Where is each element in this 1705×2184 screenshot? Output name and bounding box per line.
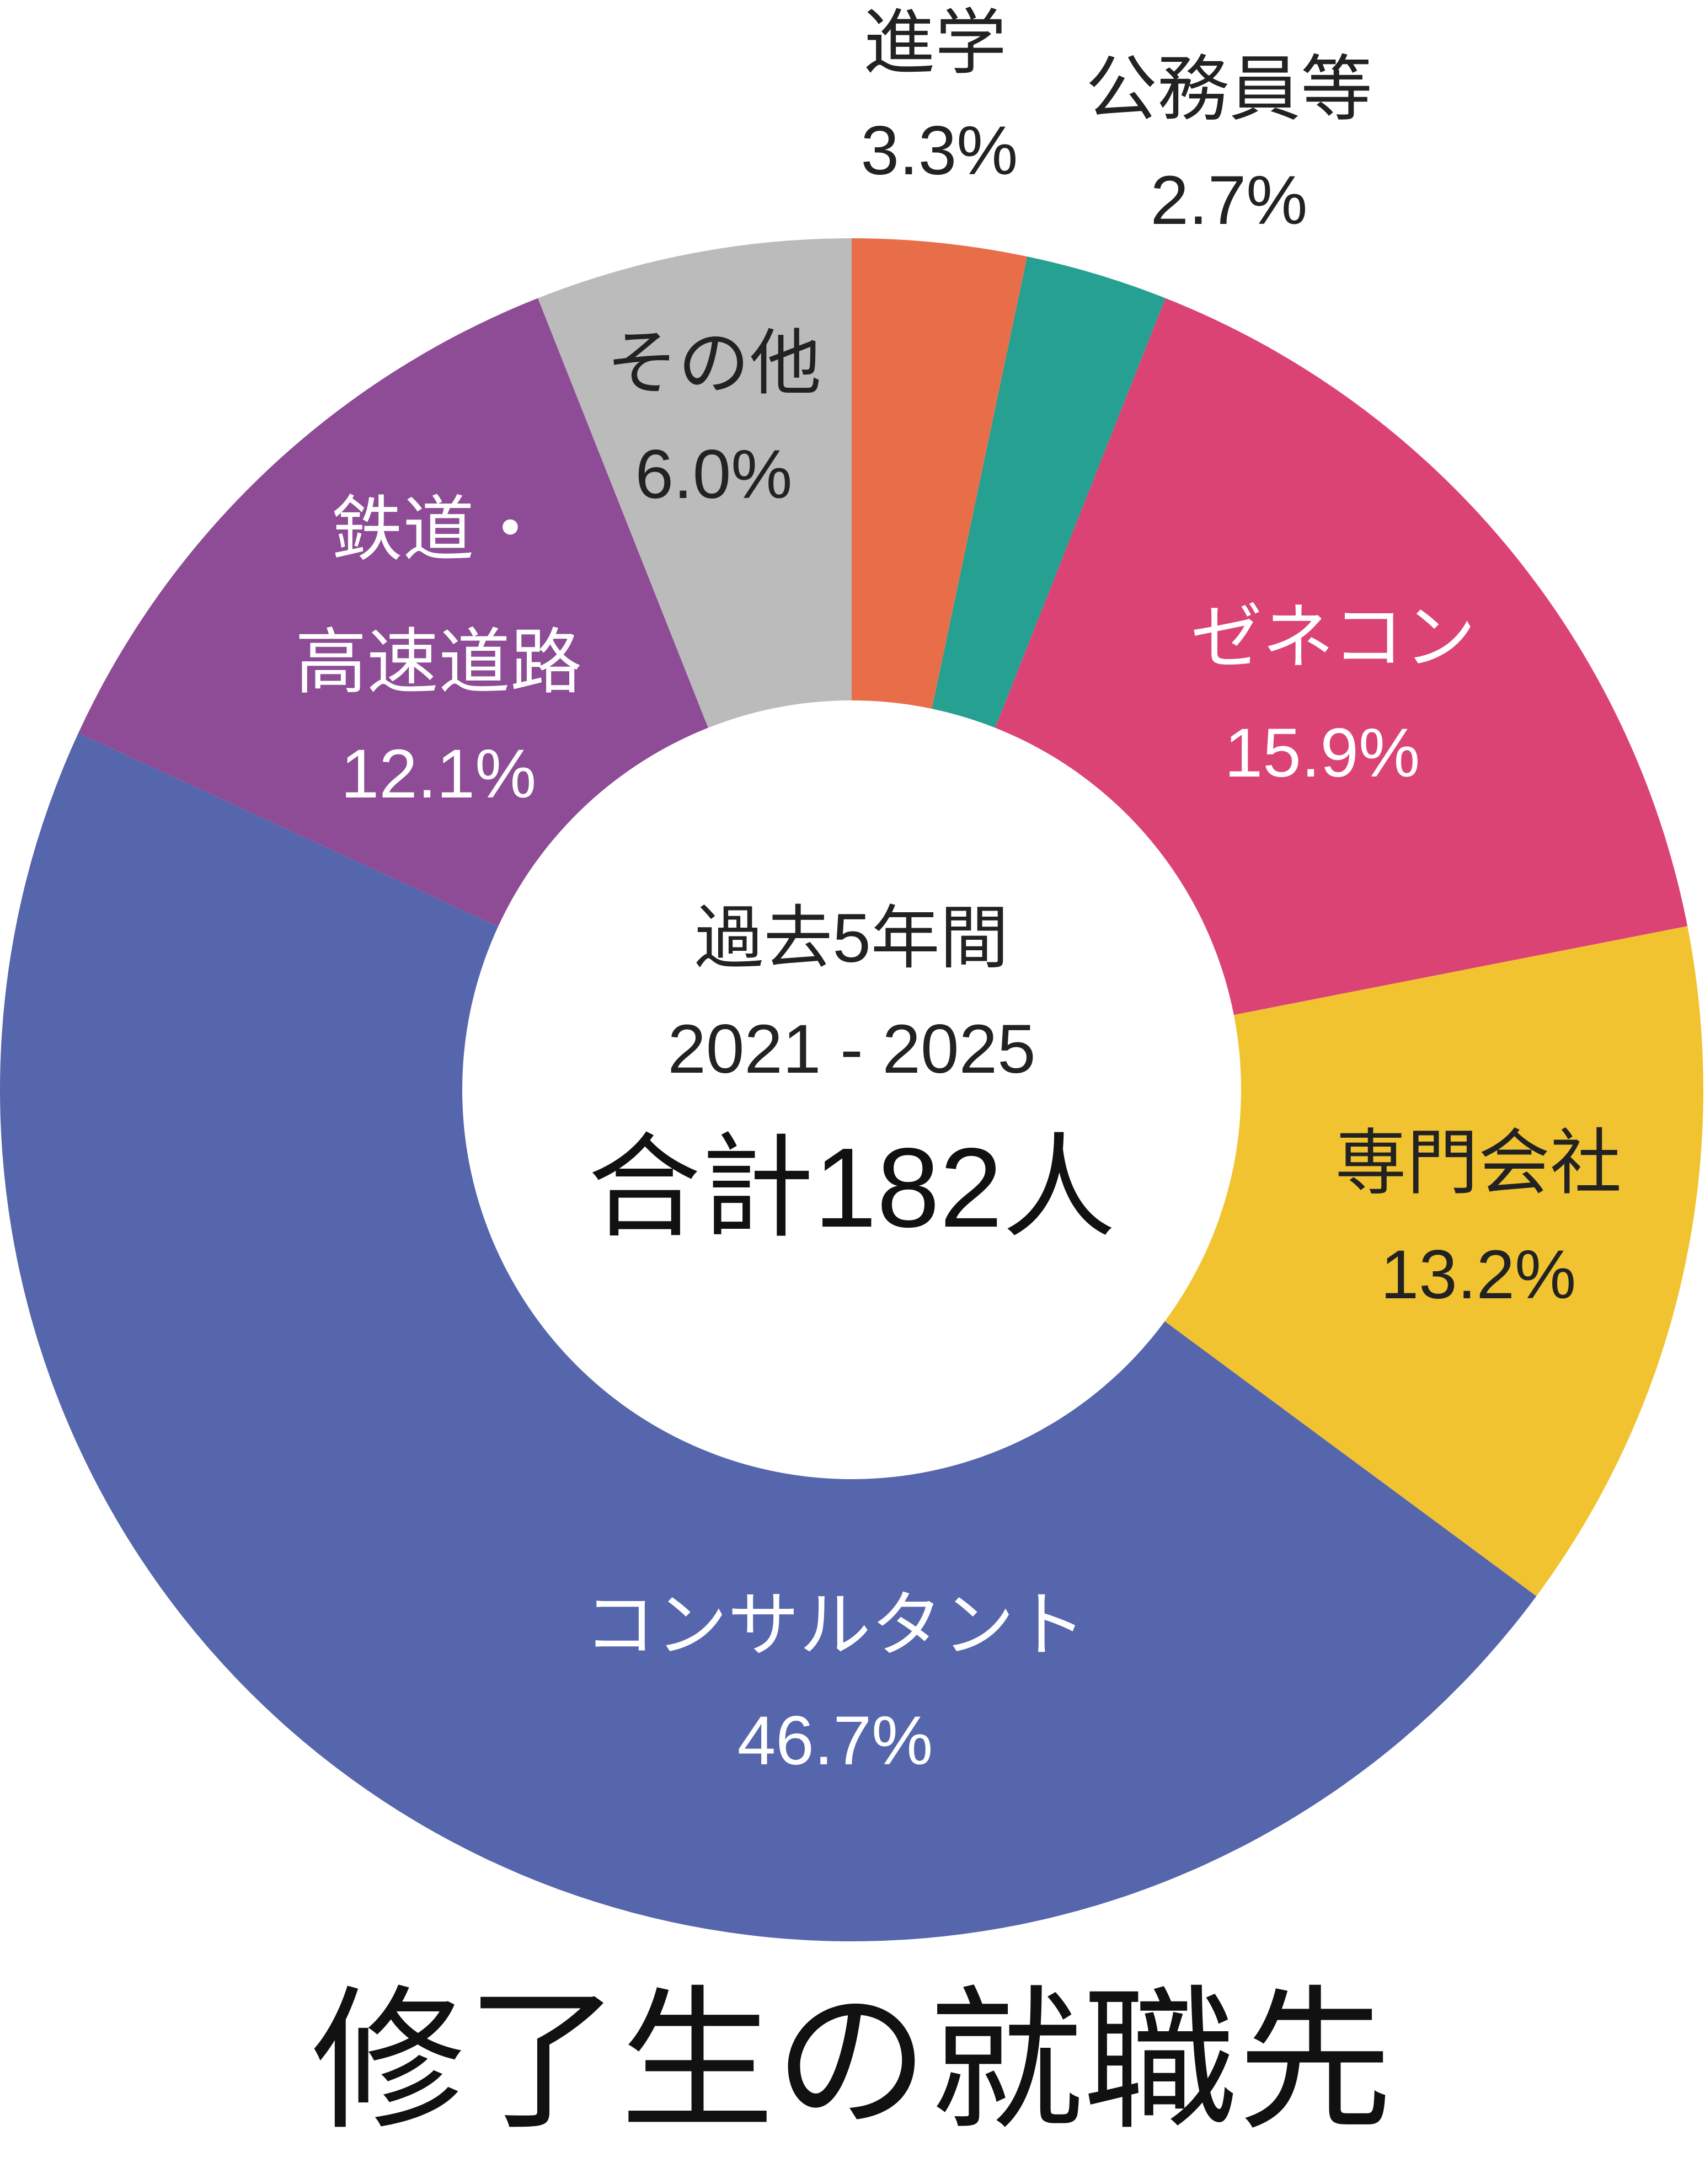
value-label: 12.1% — [341, 736, 536, 812]
value-label: 3.3% — [861, 113, 1018, 189]
category-label: 進学 — [863, 2, 1007, 83]
slice — [538, 238, 852, 728]
center-total: 合計182人 — [587, 1125, 1115, 1251]
slice — [78, 298, 708, 927]
category-label: 専門会社 — [1335, 1122, 1622, 1203]
value-label: 2.7% — [1151, 162, 1308, 239]
value-label: 13.2% — [1381, 1236, 1576, 1313]
slice — [1164, 926, 1703, 1597]
labels: 進学 3.3% 公務員等 2.7% ゼネコン 15.9% 専門会社 13.2% コンサルタント 4… — [295, 2, 1622, 1779]
slice — [0, 732, 1537, 1941]
value-label: 15.9% — [1225, 715, 1420, 791]
slices — [0, 238, 1703, 1941]
value-label: 6.0% — [635, 436, 793, 513]
slice — [995, 298, 1688, 1015]
center-line: 過去5年間 — [694, 900, 1009, 977]
category-label: その他 — [606, 323, 821, 403]
category-label: コンサルタント — [584, 1585, 1086, 1665]
category-label: 鉄道・高速道路 — [295, 489, 582, 703]
category-label: 公務員等 — [1086, 49, 1372, 129]
center-line: 2021 - 2025 — [667, 1011, 1035, 1088]
slice — [852, 238, 1028, 709]
category-label: ゼネコン — [1190, 597, 1476, 677]
value-label: 46.7% — [737, 1703, 933, 1779]
chart-title: 修了生の就職先 — [311, 1976, 1392, 2148]
slice — [932, 256, 1166, 728]
